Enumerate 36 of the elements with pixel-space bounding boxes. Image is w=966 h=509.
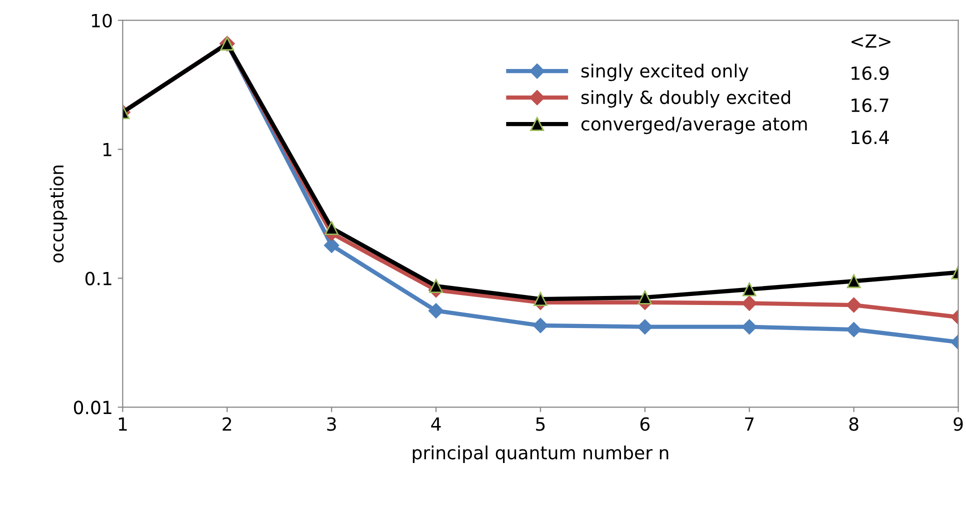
point (324, 221, 339, 236)
x-tick-label: 1 (118, 417, 127, 431)
x-axis-title: principal quantum number n (412, 446, 668, 463)
point (429, 279, 443, 293)
annotation: 16.4 (852, 130, 889, 144)
point (742, 319, 757, 334)
legend-label: singly & doubly excited (581, 90, 790, 108)
annotation: <Z> (852, 34, 890, 48)
x-tick-label: 3 (327, 417, 336, 431)
x-tick-label: 2 (222, 417, 232, 431)
point (742, 282, 756, 296)
y-tick-label: 1 (103, 143, 112, 156)
y-axis-title: occupation (50, 166, 68, 263)
point (428, 303, 444, 318)
x-tick-label: 4 (431, 417, 441, 431)
x-tick-label: 8 (849, 417, 858, 431)
annotation: 16.7 (852, 98, 888, 112)
annotation: 16.9 (852, 66, 889, 80)
point (742, 296, 757, 311)
x-tick-label: 7 (745, 417, 754, 431)
legend-label: converged/average atom (581, 116, 807, 134)
legend-label: singly excited only (581, 64, 748, 82)
y-tick-label: 0.01 (74, 400, 112, 414)
point (846, 297, 862, 313)
point (324, 238, 340, 253)
x-tick-label: 5 (536, 417, 545, 431)
x-tick-label: 9 (954, 417, 963, 431)
x-tick-label: 6 (640, 417, 650, 431)
y-tick-label: 0.1 (85, 272, 112, 286)
point (534, 292, 548, 306)
point (638, 290, 652, 304)
point (846, 274, 861, 288)
point (532, 318, 548, 334)
point (846, 322, 862, 338)
y-tick-label: 10 (92, 14, 112, 28)
point (637, 319, 652, 334)
